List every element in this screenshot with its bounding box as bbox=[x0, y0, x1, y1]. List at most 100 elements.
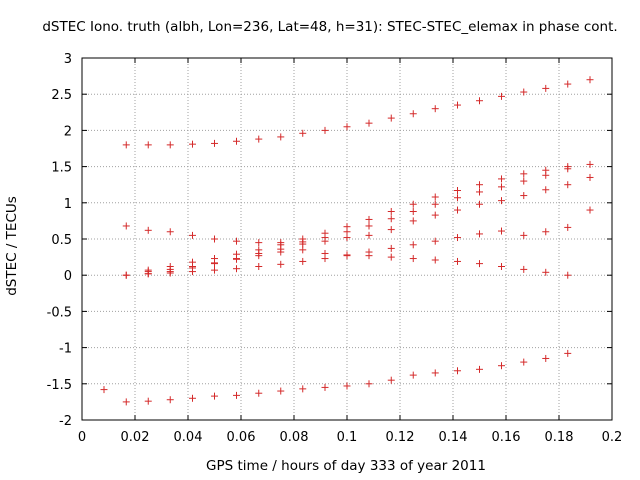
data-point bbox=[211, 259, 218, 267]
data-point bbox=[277, 387, 285, 395]
data-point bbox=[520, 177, 528, 185]
data-point bbox=[520, 192, 528, 200]
data-point bbox=[321, 229, 329, 237]
data-point bbox=[431, 105, 439, 113]
data-point bbox=[409, 371, 417, 379]
data-point bbox=[387, 376, 395, 384]
data-point bbox=[299, 246, 307, 254]
y-tick-label: 0.5 bbox=[51, 233, 72, 248]
data-point bbox=[476, 181, 483, 189]
data-point bbox=[277, 133, 285, 141]
data-point bbox=[166, 141, 174, 149]
plot-frame bbox=[81, 57, 613, 421]
x-tick-label: 0.06 bbox=[227, 430, 256, 445]
data-point bbox=[321, 383, 329, 391]
data-point bbox=[497, 183, 505, 191]
data-point bbox=[409, 255, 417, 263]
data-point bbox=[255, 135, 263, 143]
data-point bbox=[454, 194, 462, 202]
data-point bbox=[211, 266, 218, 274]
data-point bbox=[497, 197, 505, 205]
data-point bbox=[365, 380, 373, 388]
data-point bbox=[211, 139, 218, 147]
data-point bbox=[476, 260, 483, 268]
data-point bbox=[454, 186, 462, 194]
data-point bbox=[542, 186, 550, 194]
data-point bbox=[232, 265, 240, 273]
y-tick-label: 0 bbox=[64, 269, 72, 284]
data-point bbox=[387, 226, 395, 234]
data-point bbox=[189, 394, 197, 402]
data-point bbox=[166, 228, 174, 236]
data-point bbox=[144, 226, 152, 234]
data-point bbox=[454, 206, 462, 214]
data-point bbox=[564, 271, 572, 279]
data-point bbox=[365, 222, 373, 230]
x-tick-label: 0.16 bbox=[492, 430, 521, 445]
data-point bbox=[255, 389, 263, 397]
data-point bbox=[255, 252, 263, 260]
data-point bbox=[232, 237, 240, 245]
data-point bbox=[144, 268, 152, 276]
y-tick-label: 1 bbox=[64, 197, 72, 212]
tick-labels: 0 0.02 0.04 0.06 0.08 0.1 0.12 0.14 0.16 0.18 0.2 3… bbox=[47, 52, 623, 445]
data-point bbox=[454, 101, 462, 109]
data-point bbox=[387, 244, 395, 252]
data-point bbox=[520, 170, 528, 178]
data-point bbox=[122, 271, 130, 279]
data-point bbox=[586, 76, 594, 84]
data-point bbox=[387, 114, 395, 122]
data-point bbox=[122, 222, 130, 230]
data-point bbox=[454, 257, 462, 265]
data-point bbox=[431, 193, 439, 201]
data-point bbox=[564, 80, 572, 88]
x-tick-label: 0.18 bbox=[545, 430, 574, 445]
x-tick-label: 0.2 bbox=[602, 430, 623, 445]
data-point bbox=[586, 206, 594, 214]
data-point bbox=[343, 251, 351, 259]
data-point bbox=[211, 235, 218, 243]
data-point bbox=[277, 248, 285, 256]
data-point bbox=[564, 163, 572, 171]
data-point bbox=[299, 129, 307, 137]
y-tick-label: -0.5 bbox=[47, 305, 72, 320]
data-point bbox=[476, 97, 483, 105]
data-point bbox=[387, 207, 395, 215]
chart-title: dSTEC Iono. truth (albh, Lon=236, Lat=48… bbox=[42, 19, 617, 35]
x-tick-label: 0.08 bbox=[280, 430, 309, 445]
data-point bbox=[409, 241, 417, 249]
data-point bbox=[431, 211, 439, 219]
data-point bbox=[211, 392, 218, 400]
data-point bbox=[321, 249, 329, 257]
data-point bbox=[365, 252, 373, 260]
data-point bbox=[409, 200, 417, 208]
data-point bbox=[365, 119, 373, 127]
data-point bbox=[497, 362, 505, 370]
data-point bbox=[144, 397, 152, 405]
data-point bbox=[542, 268, 550, 276]
data-point bbox=[365, 231, 373, 239]
y-tick-label: 2 bbox=[64, 124, 72, 139]
data-point bbox=[189, 140, 197, 148]
y-tick-label: 3 bbox=[64, 52, 72, 67]
data-point bbox=[166, 265, 174, 273]
data-point bbox=[343, 123, 351, 131]
data-point bbox=[586, 160, 594, 168]
data-point bbox=[520, 231, 528, 239]
data-point bbox=[387, 215, 395, 223]
data-point bbox=[564, 349, 572, 357]
data-points bbox=[100, 76, 594, 406]
data-point bbox=[189, 231, 197, 239]
x-tick-label: 0.12 bbox=[386, 430, 415, 445]
data-point bbox=[564, 181, 572, 189]
data-point bbox=[299, 385, 307, 393]
data-point bbox=[122, 141, 130, 149]
data-point bbox=[277, 260, 285, 268]
data-point bbox=[431, 237, 439, 245]
data-point bbox=[586, 173, 594, 181]
y-axis-title: dSTEC / TECUs bbox=[4, 196, 20, 296]
data-point bbox=[431, 369, 439, 377]
x-tick-label: 0.1 bbox=[337, 430, 358, 445]
data-point bbox=[497, 227, 505, 235]
